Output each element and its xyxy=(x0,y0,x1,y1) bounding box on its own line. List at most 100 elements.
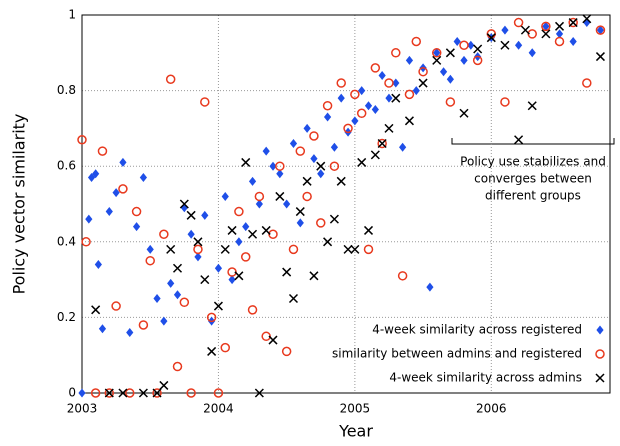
point xyxy=(166,244,176,254)
point xyxy=(329,214,339,224)
point xyxy=(234,206,244,217)
point xyxy=(391,48,401,58)
point xyxy=(160,316,168,326)
point xyxy=(240,252,251,262)
point xyxy=(330,142,339,152)
point xyxy=(126,328,134,338)
point xyxy=(555,29,564,39)
point xyxy=(295,146,306,156)
point xyxy=(207,346,217,356)
legend-marker xyxy=(595,373,605,383)
point xyxy=(371,105,379,114)
point xyxy=(392,78,400,88)
point xyxy=(568,18,578,28)
point xyxy=(309,271,319,281)
point xyxy=(397,271,408,281)
legend-marker xyxy=(596,325,604,335)
legend-label: 4-week similarity across registered xyxy=(372,323,582,337)
point xyxy=(453,36,461,46)
x-axis-label: Year xyxy=(338,422,373,441)
point xyxy=(317,169,325,179)
point xyxy=(186,210,196,220)
point xyxy=(214,263,223,273)
point xyxy=(527,101,537,111)
point xyxy=(242,222,250,232)
point xyxy=(173,290,182,300)
point xyxy=(596,25,605,35)
point xyxy=(85,214,93,224)
point xyxy=(343,244,353,254)
point xyxy=(131,206,142,217)
point xyxy=(296,218,304,228)
point xyxy=(105,207,113,217)
point xyxy=(98,324,107,334)
point xyxy=(227,225,237,235)
point xyxy=(90,388,101,398)
point xyxy=(132,222,141,232)
point xyxy=(94,259,102,269)
point xyxy=(104,388,115,398)
point xyxy=(206,312,217,323)
point xyxy=(473,44,483,54)
y-axis-label: Policy vector similarity xyxy=(10,114,29,295)
annotation: converges between xyxy=(474,172,592,186)
point xyxy=(159,229,169,239)
point xyxy=(248,176,257,186)
point xyxy=(399,142,407,152)
point xyxy=(569,36,577,46)
point xyxy=(268,335,278,345)
point xyxy=(254,191,265,202)
point xyxy=(118,388,128,398)
point xyxy=(255,199,263,209)
point xyxy=(554,21,565,31)
point xyxy=(370,63,381,73)
point xyxy=(288,244,299,255)
point xyxy=(467,40,475,50)
point xyxy=(303,123,311,133)
point xyxy=(112,188,120,198)
point xyxy=(167,278,175,288)
point xyxy=(92,169,100,179)
point xyxy=(77,134,87,145)
point xyxy=(159,380,169,390)
point xyxy=(513,17,524,28)
point xyxy=(146,244,154,254)
point xyxy=(179,199,189,209)
y-tick-label: 0.8 xyxy=(57,83,76,97)
point xyxy=(350,244,360,254)
point xyxy=(261,225,271,235)
point xyxy=(595,52,605,62)
point xyxy=(310,154,318,164)
point xyxy=(322,100,333,111)
point xyxy=(269,161,277,171)
point xyxy=(323,112,332,122)
point xyxy=(220,342,231,353)
point xyxy=(200,97,210,107)
point xyxy=(363,225,374,235)
point xyxy=(118,184,128,194)
point xyxy=(193,237,203,247)
point xyxy=(323,237,333,247)
point xyxy=(486,33,496,43)
point xyxy=(384,78,394,88)
point xyxy=(384,123,394,133)
point xyxy=(179,297,190,308)
point xyxy=(81,237,91,247)
point xyxy=(460,55,468,65)
point xyxy=(568,17,578,28)
point xyxy=(220,244,230,254)
point xyxy=(316,218,326,228)
point xyxy=(276,169,284,179)
point xyxy=(247,305,258,315)
point xyxy=(459,40,469,50)
point xyxy=(262,146,270,156)
point xyxy=(445,97,456,107)
point xyxy=(172,361,183,372)
point xyxy=(528,48,536,58)
point xyxy=(542,21,550,31)
point xyxy=(316,161,326,171)
point xyxy=(221,191,229,201)
point xyxy=(411,36,422,47)
x-tick-label: 2005 xyxy=(340,402,371,416)
legend-label: 4-week similarity across admins xyxy=(389,371,582,385)
